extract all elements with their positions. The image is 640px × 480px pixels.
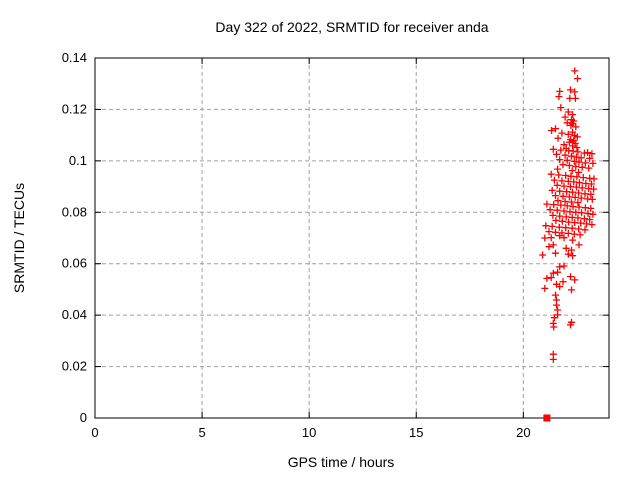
- data-points: [539, 67, 598, 422]
- chart-title: Day 322 of 2022, SRMTID for receiver and…: [215, 19, 488, 35]
- y-tick-label: 0.12: [62, 101, 87, 116]
- plot-box: [94, 57, 610, 419]
- x-tick-label: 15: [409, 425, 423, 440]
- grid-lines: [95, 58, 609, 418]
- x-axis-label: GPS time / hours: [288, 454, 395, 470]
- y-tick-label: 0: [80, 410, 87, 425]
- srmtid-points: [539, 67, 598, 363]
- y-tick-label: 0.04: [62, 307, 87, 322]
- tick-labels: 0 5 10 15 20 0 0.02 0.04 0.06 0.08 0.1 0.12 0.14: [62, 50, 531, 440]
- y-tick-label: 0.14: [62, 50, 87, 65]
- y-tick-label: 0.08: [62, 204, 87, 219]
- y-axis-label: SRMTID / TECUs: [11, 183, 27, 293]
- x-tick-label: 5: [198, 425, 205, 440]
- y-tick-label: 0.06: [62, 256, 87, 271]
- y-tick-label: 0.1: [69, 153, 87, 168]
- x-tick-label: 20: [516, 425, 530, 440]
- x-tick-label: 0: [91, 425, 98, 440]
- y-tick-label: 0.02: [62, 359, 87, 374]
- plot-border: [94, 57, 610, 419]
- zero-flag-point: [543, 414, 551, 422]
- x-tick-label: 10: [302, 425, 316, 440]
- axis-ticks: [94, 57, 609, 419]
